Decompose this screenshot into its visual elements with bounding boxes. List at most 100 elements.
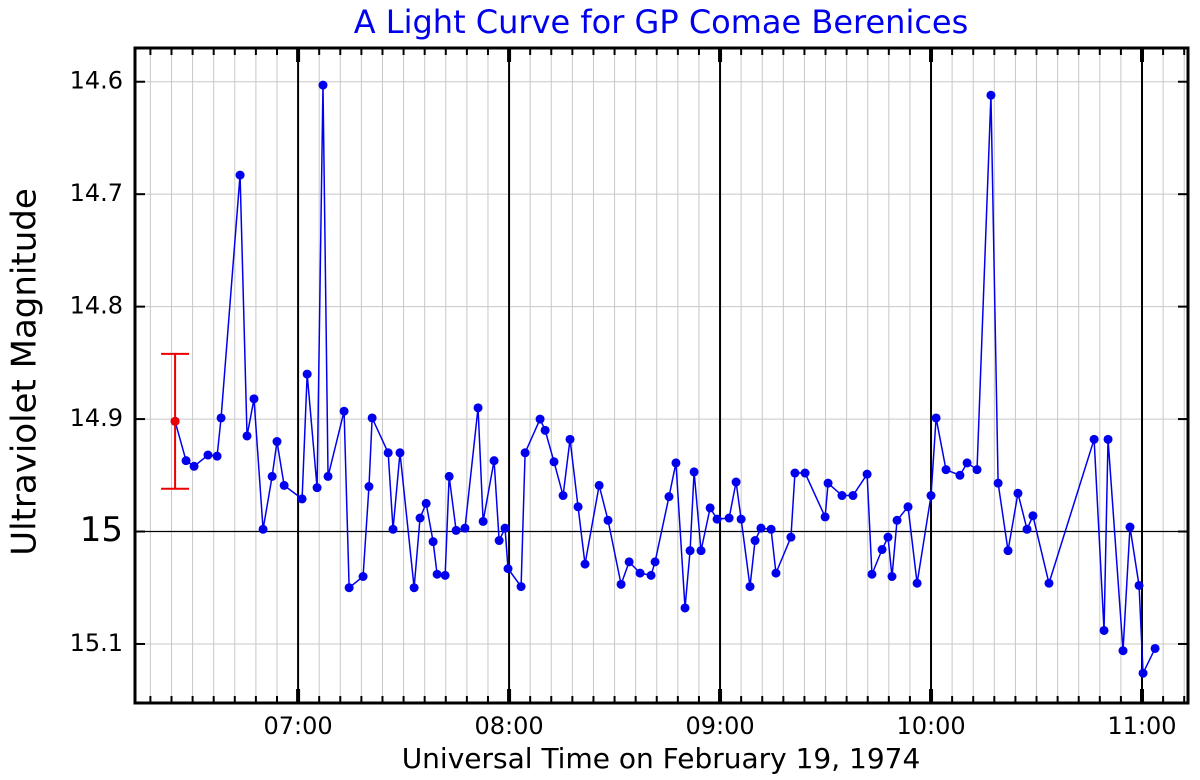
point: [558, 491, 568, 501]
point: [689, 467, 699, 477]
point: [892, 515, 902, 525]
point: [724, 513, 734, 523]
y-tick-label: 14.7: [70, 179, 123, 207]
x-tick-label: 07:00: [264, 712, 333, 740]
point: [731, 477, 741, 487]
point: [823, 478, 833, 488]
y-tick-label: 15.1: [70, 629, 123, 657]
point: [635, 568, 645, 578]
point: [962, 458, 972, 468]
point: [279, 480, 289, 490]
point: [594, 480, 604, 490]
point: [258, 524, 268, 534]
point: [312, 483, 322, 493]
point: [862, 469, 872, 479]
point: [646, 570, 656, 580]
point: [1089, 434, 1099, 444]
point: [428, 537, 438, 547]
point: [750, 536, 760, 546]
point: [800, 468, 810, 478]
line: [174, 85, 1156, 674]
point: [931, 413, 941, 423]
point: [696, 546, 706, 556]
point: [203, 450, 213, 460]
point: [478, 516, 488, 526]
point: [272, 437, 282, 447]
point: [170, 416, 180, 426]
point: [912, 578, 922, 588]
point: [867, 569, 877, 579]
point: [440, 570, 450, 580]
point: [745, 582, 755, 592]
point: [1150, 643, 1160, 653]
point: [624, 557, 634, 567]
point: [993, 478, 1003, 488]
point: [367, 413, 377, 423]
x-tick-label: 10:00: [896, 712, 965, 740]
point: [358, 571, 368, 581]
point: [409, 583, 419, 593]
point: [887, 571, 897, 581]
point: [580, 559, 590, 569]
point: [685, 546, 695, 556]
point: [1099, 625, 1109, 635]
point: [1013, 488, 1023, 498]
point: [364, 482, 374, 492]
point: [573, 502, 583, 512]
point: [181, 456, 191, 466]
point: [494, 536, 504, 546]
point: [212, 451, 222, 461]
point: [603, 515, 613, 525]
point: [671, 458, 681, 468]
chart-title: A Light Curve for GP Comae Berenices: [354, 3, 969, 41]
point: [1103, 434, 1113, 444]
point: [664, 492, 674, 502]
point: [986, 90, 996, 100]
point: [766, 524, 776, 534]
point: [712, 514, 722, 524]
point: [344, 583, 354, 593]
point: [189, 461, 199, 471]
point: [318, 80, 328, 90]
point: [926, 491, 936, 501]
point: [848, 491, 858, 501]
point: [705, 503, 715, 513]
point: [388, 524, 398, 534]
point: [516, 582, 526, 592]
point: [955, 470, 965, 480]
point: [235, 170, 245, 180]
point: [972, 465, 982, 475]
point: [339, 406, 349, 416]
point: [1125, 522, 1135, 532]
point: [520, 448, 530, 458]
point: [415, 513, 425, 523]
point: [249, 394, 259, 404]
x-tick-label: 08:00: [474, 712, 543, 740]
point: [267, 471, 277, 481]
point: [616, 579, 626, 589]
y-axis-label: Ultraviolet Magnitude: [5, 188, 45, 555]
point: [1028, 511, 1038, 521]
point: [1022, 524, 1032, 534]
point: [1138, 668, 1148, 678]
point: [216, 413, 226, 423]
point: [756, 523, 766, 533]
point: [565, 434, 575, 444]
y-tick-label: 14.9: [70, 404, 123, 432]
point: [302, 369, 312, 379]
point: [535, 414, 545, 424]
point: [941, 465, 951, 475]
point: [297, 494, 307, 504]
point: [883, 532, 893, 542]
point: [820, 512, 830, 522]
point: [1134, 580, 1144, 590]
y-tick-label: 14.6: [70, 67, 123, 95]
point: [549, 457, 559, 467]
point: [383, 448, 393, 458]
point: [421, 498, 431, 508]
point: [771, 568, 781, 578]
point: [736, 514, 746, 524]
point: [242, 431, 252, 441]
plot-frame: [133, 46, 1190, 705]
